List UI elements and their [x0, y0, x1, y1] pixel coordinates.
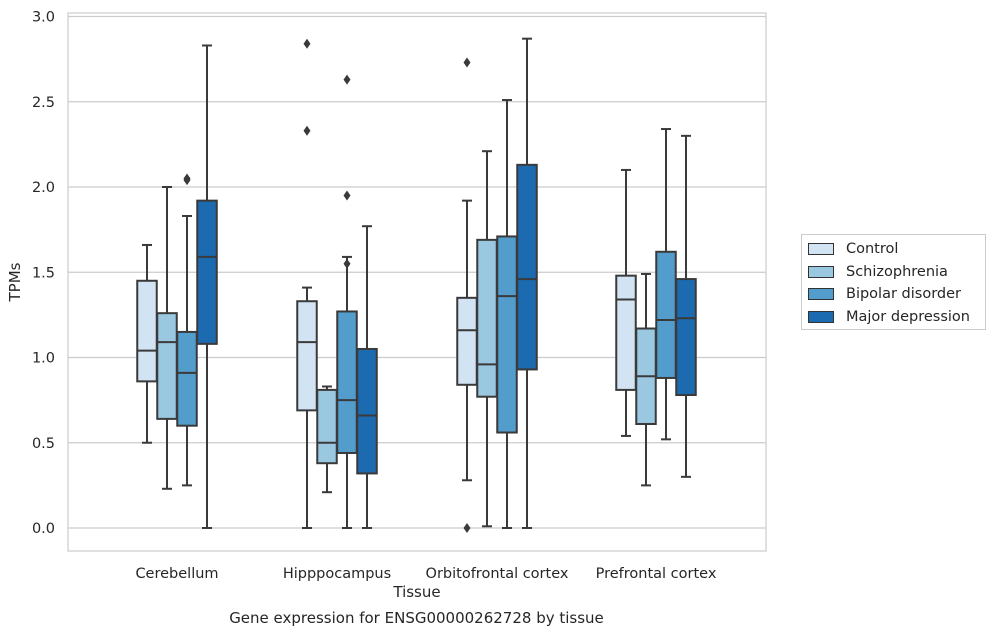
outlier-point [343, 258, 351, 269]
box [496, 235, 518, 434]
box [476, 238, 498, 398]
y-tick-label: 2.5 [32, 95, 55, 111]
y-tick-label: 0.5 [32, 436, 55, 452]
y-tick-labels: 0.0 0.5 1.0 1.5 2.0 2.5 3.0 [32, 10, 55, 538]
box [136, 279, 158, 383]
box-plot [635, 272, 657, 487]
box [156, 312, 178, 420]
x-tick-label: Prefrontal cortex [596, 566, 717, 582]
x-tick-label: Orbitofrontal cortex [426, 566, 569, 582]
outlier-point [463, 57, 471, 68]
box-plot [296, 38, 318, 529]
y-tick-label: 0.0 [32, 521, 55, 537]
box-plot [356, 225, 378, 529]
x-axis-label: Tissue [392, 583, 440, 601]
outlier-point [303, 38, 311, 49]
y-tick-label: 3.0 [32, 10, 55, 26]
legend-label: Schizophrenia [846, 263, 948, 280]
box-plot [476, 150, 498, 528]
legend: Control Schizophrenia Bipolar disorder Majo… [801, 234, 986, 330]
legend-label: Bipolar disorder [846, 286, 961, 303]
legend-item: Schizophrenia [808, 261, 985, 284]
x-tick-label: Cerebellum [135, 566, 218, 582]
outlier-point [343, 74, 351, 85]
legend-swatch [808, 288, 834, 301]
box [655, 250, 677, 379]
outlier-point [183, 173, 191, 184]
legend-item: Major depression [808, 306, 985, 329]
box-plot [615, 168, 637, 437]
box-plot [675, 134, 697, 478]
legend-label: Control [846, 241, 899, 258]
legend-label: Major depression [846, 308, 970, 325]
y-tick-label: 1.5 [32, 265, 55, 281]
x-tick-label: Hipppocampus [283, 566, 391, 582]
box-plot [456, 57, 478, 533]
box-plot [655, 128, 677, 441]
box [176, 330, 198, 427]
box [336, 310, 358, 454]
boxplots [136, 37, 697, 533]
legend-item: Control [808, 238, 985, 261]
plot-frame [67, 12, 767, 552]
legend-item: Bipolar disorder [808, 283, 985, 306]
box [196, 199, 218, 345]
box-plot [516, 37, 538, 529]
box [516, 163, 538, 371]
box-plot [496, 99, 518, 529]
box-plot [196, 44, 218, 529]
legend-swatch [808, 243, 834, 256]
box-plot [316, 385, 338, 494]
y-tick-label: 2.0 [32, 180, 55, 196]
box [615, 274, 637, 391]
box-plot [156, 186, 178, 490]
y-tick-label: 1.0 [32, 351, 55, 367]
outlier-point [303, 125, 311, 136]
x-tick-labels: Cerebellum Hipppocampus Orbitofrontal cort… [135, 566, 716, 582]
box-plot [176, 173, 198, 487]
box [356, 347, 378, 475]
box-plot [336, 74, 358, 529]
legend-swatch [808, 310, 834, 323]
box [296, 300, 318, 412]
outlier-point [463, 523, 471, 533]
legend-swatch [808, 265, 834, 278]
y-axis-label: TPMs [6, 262, 24, 302]
outlier-point [343, 190, 351, 201]
box [316, 388, 338, 465]
box-plot [136, 243, 158, 444]
box [456, 296, 478, 386]
chart-caption: Gene expression for ENSG00000262728 by t… [229, 609, 604, 627]
box [675, 278, 697, 397]
